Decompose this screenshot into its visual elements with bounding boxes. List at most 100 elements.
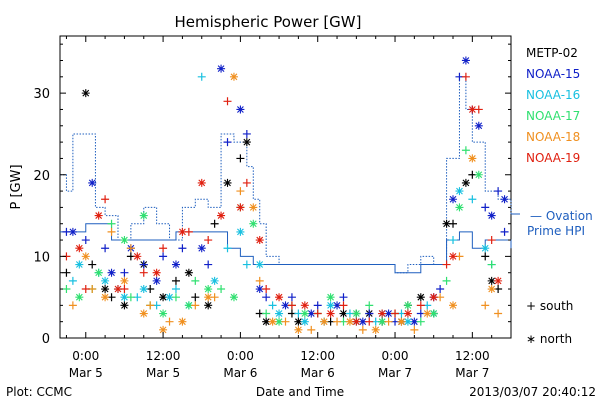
noaa-15-south-point [365, 309, 374, 318]
metp-02-north-point [242, 138, 251, 147]
noaa-18-north-point [468, 154, 477, 163]
metp-02-south-point [88, 260, 97, 269]
noaa-18-north-point [423, 309, 432, 318]
legend-item-noaa-17: NOAA-17 [526, 109, 580, 123]
metp-02-north-point [487, 276, 496, 285]
noaa-15-south-point [494, 187, 503, 196]
noaa-16-south-point [223, 244, 232, 253]
noaa-17-north-point [455, 203, 464, 212]
noaa-19-south-point [391, 309, 400, 318]
metp-02-north-point [101, 285, 110, 294]
metp-02-north-point [223, 178, 232, 187]
noaa-18-south-point [107, 227, 116, 236]
metp-02-south-point [210, 219, 219, 228]
noaa-18-north-point [294, 325, 303, 334]
y-tick-label: 10 [33, 250, 50, 265]
noaa-15-south-point [178, 244, 187, 253]
noaa-17-north-point [326, 293, 335, 302]
noaa-17-south-point [461, 146, 470, 155]
noaa-16-south-point [171, 285, 180, 294]
noaa-15-south-point [500, 227, 509, 236]
noaa-18-north-point [449, 301, 458, 310]
metp-02-south-point [62, 268, 71, 277]
noaa-15-north-point [410, 317, 419, 326]
noaa-17-north-point [184, 301, 193, 310]
metp-02-north-point [262, 317, 271, 326]
noaa-18-south-point [236, 187, 245, 196]
noaa-17-south-point [191, 276, 200, 285]
noaa-15-south-point [120, 268, 129, 277]
metp-02-north-point [159, 293, 168, 302]
noaa-18-north-point [101, 293, 110, 302]
noaa-18-south-point [494, 309, 503, 318]
noaa-19-south-point [139, 268, 148, 277]
noaa-18-north-point [204, 293, 213, 302]
x-tick-time-label: 12:00 [300, 349, 335, 363]
x-axis: 0:00 Mar 5 12:00 Mar 5 0:00 Mar 6 12:00 Mar 6 0:… [65, 36, 512, 380]
metp-02-south-point [191, 293, 200, 302]
noaa-19-south-point [416, 301, 425, 310]
noaa-15-north-point [384, 309, 393, 318]
metp-02-north-point [339, 309, 348, 318]
plot-area-frame [59, 35, 512, 339]
noaa-16-north-point [101, 276, 110, 285]
noaa-19-north-point [494, 276, 503, 285]
noaa-18-north-point [139, 309, 148, 318]
noaa-15-north-point [333, 301, 342, 310]
noaa-15-north-point [107, 268, 116, 277]
noaa-19-south-point [442, 260, 451, 269]
noaa-17-south-point [217, 285, 226, 294]
noaa-16-north-point [455, 187, 464, 196]
marker-legend-north: ∗ north [526, 332, 572, 346]
noaa-17-south-point [365, 301, 374, 310]
noaa-19-north-point [178, 227, 187, 236]
noaa-15-south-point [287, 293, 296, 302]
noaa-18-south-point [255, 276, 264, 285]
noaa-15-south-point [139, 260, 148, 269]
noaa-15-north-point [217, 64, 226, 73]
noaa-15-north-point [236, 105, 245, 114]
noaa-15-south-point [81, 236, 90, 245]
noaa-16-north-point [403, 317, 412, 326]
noaa-16-south-point [197, 72, 206, 81]
noaa-15-south-point [436, 285, 445, 294]
noaa-17-north-point [352, 309, 361, 318]
noaa-16-south-point [468, 195, 477, 204]
x-tick-date-label: Mar 6 [301, 366, 335, 380]
noaa-17-north-point [94, 268, 103, 277]
noaa-19-north-point [468, 105, 477, 114]
y-tick-label: 30 [33, 87, 50, 102]
noaa-19-north-point [300, 301, 309, 310]
marker-legend-south: + south [526, 299, 573, 313]
noaa-18-north-point [178, 317, 187, 326]
noaa-19-north-point [403, 309, 412, 318]
noaa-18-north-point [159, 325, 168, 334]
noaa-19-south-point [287, 301, 296, 310]
noaa-15-south-point [481, 203, 490, 212]
noaa-15-north-point [171, 260, 180, 269]
noaa-19-north-point [94, 211, 103, 220]
metp-02-north-point [81, 89, 90, 98]
x-tick-date-label: Mar 5 [146, 366, 180, 380]
y-tick-label: 20 [33, 169, 50, 184]
metp-02-north-point [416, 293, 425, 302]
noaa-15-north-point [307, 309, 316, 318]
y-tick-label: 0 [42, 332, 50, 347]
noaa-15-north-point [88, 178, 97, 187]
noaa-15-south-point [223, 138, 232, 147]
noaa-16-north-point [275, 309, 284, 318]
noaa-19-north-point [217, 211, 226, 220]
legend: METP-02 NOAA-15 NOAA-16 NOAA-17 NOAA-18 NOAA-… [526, 46, 580, 165]
legend-item-noaa-18: NOAA-18 [526, 130, 580, 144]
noaa-19-south-point [223, 97, 232, 106]
noaa-19-north-point [275, 293, 284, 302]
noaa-17-south-point [487, 260, 496, 269]
noaa-18-north-point [229, 72, 238, 81]
noaa-19-south-point [461, 72, 470, 81]
noaa-17-north-point [403, 301, 412, 310]
noaa-16-north-point [236, 227, 245, 236]
noaa-17-north-point [75, 293, 84, 302]
noaa-17-north-point [229, 293, 238, 302]
noaa-17-north-point [139, 211, 148, 220]
